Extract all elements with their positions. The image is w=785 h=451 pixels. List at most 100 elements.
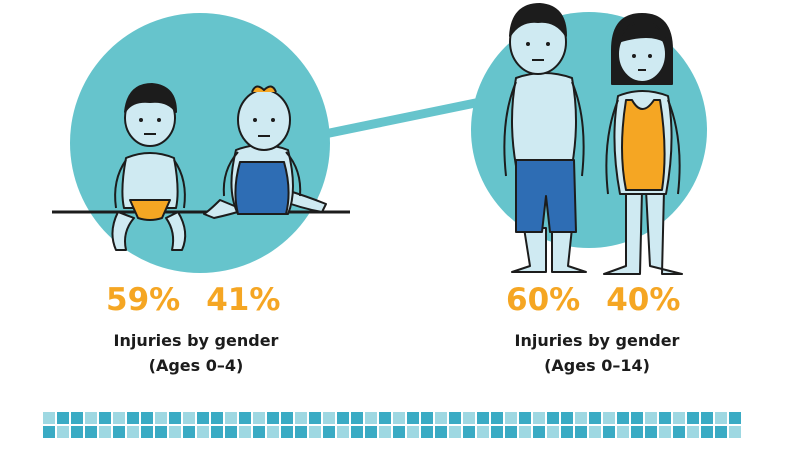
- tile: [85, 412, 97, 424]
- toddler-boy-illustration: [111, 83, 187, 251]
- tile: [687, 426, 699, 438]
- tile: [673, 426, 685, 438]
- tile: [71, 412, 83, 424]
- decorative-tile-border: [43, 412, 741, 438]
- right-caption: Injuries by gender (Ages 0–14): [497, 328, 697, 378]
- tile: [729, 426, 741, 438]
- tile: [337, 412, 349, 424]
- tile: [701, 412, 713, 424]
- tile: [449, 412, 461, 424]
- tile: [281, 426, 293, 438]
- tile: [211, 426, 223, 438]
- boy-illustration: [503, 3, 587, 273]
- tile: [533, 412, 545, 424]
- left-boy-percent: 59%: [106, 282, 181, 318]
- tile: [505, 412, 517, 424]
- tile: [561, 412, 573, 424]
- tile: [701, 426, 713, 438]
- tile: [239, 412, 251, 424]
- tile: [211, 412, 223, 424]
- tile: [645, 426, 657, 438]
- tile: [155, 426, 167, 438]
- toddler-girl-illustration: [203, 85, 327, 219]
- tile: [99, 426, 111, 438]
- tile: [239, 426, 251, 438]
- right-stats: 60% 40%: [506, 282, 680, 318]
- tile: [659, 412, 671, 424]
- tile: [463, 412, 475, 424]
- tile: [253, 412, 265, 424]
- tile: [533, 426, 545, 438]
- tile: [407, 426, 419, 438]
- left-girl-percent: 41%: [206, 282, 281, 318]
- tile: [477, 426, 489, 438]
- tile: [365, 426, 377, 438]
- tile: [337, 426, 349, 438]
- tile: [141, 426, 153, 438]
- tile: [393, 412, 405, 424]
- tile: [351, 412, 363, 424]
- tile: [57, 412, 69, 424]
- tile: [169, 412, 181, 424]
- tile: [225, 412, 237, 424]
- tile: [491, 426, 503, 438]
- tile: [547, 426, 559, 438]
- connector-line: [319, 95, 491, 140]
- tile: [113, 426, 125, 438]
- tile: [225, 426, 237, 438]
- tile: [379, 412, 391, 424]
- tile: [351, 426, 363, 438]
- tile: [491, 412, 503, 424]
- tile: [575, 412, 587, 424]
- tile: [183, 426, 195, 438]
- tile: [631, 426, 643, 438]
- tile: [169, 426, 181, 438]
- tile: [589, 426, 601, 438]
- tile: [113, 412, 125, 424]
- tile: [645, 412, 657, 424]
- tile: [57, 426, 69, 438]
- tile: [687, 412, 699, 424]
- tile: [519, 412, 531, 424]
- left-caption: Injuries by gender (Ages 0–4): [96, 328, 296, 378]
- tile: [267, 412, 279, 424]
- tile: [43, 412, 55, 424]
- tile: [589, 412, 601, 424]
- tile: [197, 412, 209, 424]
- tile: [365, 412, 377, 424]
- tile: [183, 412, 195, 424]
- right-girl-percent: 40%: [606, 282, 681, 318]
- tile: [519, 426, 531, 438]
- tile: [295, 412, 307, 424]
- tile: [323, 412, 335, 424]
- tile: [253, 426, 265, 438]
- tile: [547, 412, 559, 424]
- girl-illustration: [603, 13, 683, 275]
- tile: [575, 426, 587, 438]
- tile: [421, 412, 433, 424]
- tile: [435, 412, 447, 424]
- tile: [99, 412, 111, 424]
- tile: [617, 412, 629, 424]
- tile: [463, 426, 475, 438]
- tile: [715, 412, 727, 424]
- right-caption-age: (Ages 0–14): [544, 356, 650, 375]
- tile: [617, 426, 629, 438]
- tile: [141, 412, 153, 424]
- tile: [435, 426, 447, 438]
- left-stats: 59% 41%: [106, 282, 280, 318]
- tile: [603, 412, 615, 424]
- tile: [729, 412, 741, 424]
- tile: [71, 426, 83, 438]
- tile: [561, 426, 573, 438]
- tile: [449, 426, 461, 438]
- tile: [295, 426, 307, 438]
- tile: [267, 426, 279, 438]
- tile: [155, 412, 167, 424]
- right-caption-title: Injuries by gender: [514, 331, 680, 350]
- tile: [715, 426, 727, 438]
- tile: [421, 426, 433, 438]
- tile: [379, 426, 391, 438]
- tile: [127, 412, 139, 424]
